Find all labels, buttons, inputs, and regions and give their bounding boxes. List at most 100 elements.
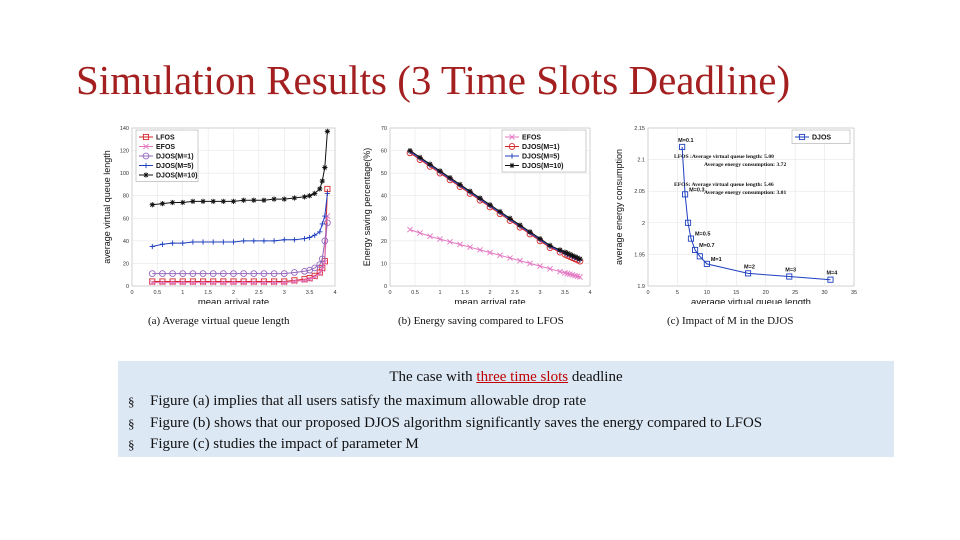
point-label: M=0.7 (699, 243, 714, 249)
x-tick-label: 30 (822, 290, 828, 296)
bullet-text: Figure (a) implies that all users satisf… (150, 393, 587, 409)
legend-label: DJOS(M=10) (522, 163, 563, 170)
data-point (220, 278, 227, 285)
data-point (261, 197, 267, 203)
x-tick-label: 4 (333, 290, 336, 296)
x-tick-label: 1.5 (461, 290, 469, 296)
x-tick-label: 10 (704, 290, 710, 296)
figure-a: 0 0.5 1 1.5 2 2.5 3 3.5 4 0 20 40 60 80 100 120 140 mean … (100, 118, 345, 304)
data-point (240, 279, 247, 286)
legend-item: DJOS(M=1) (139, 152, 194, 161)
x-tick-label: 35 (851, 290, 857, 296)
y-tick-label: 2.15 (634, 126, 645, 132)
data-point (260, 278, 268, 285)
data-point (143, 143, 149, 150)
data-point (250, 279, 257, 286)
data-point (407, 226, 413, 233)
y-tick-label: 50 (381, 171, 387, 177)
legend: LFOS EFOS DJOS(M=1) DJOS(M=5) DJOS(M=10) (135, 129, 199, 182)
data-point (487, 249, 493, 256)
series-line (152, 193, 328, 247)
data-point (311, 264, 319, 272)
data-point (574, 255, 581, 261)
data-point (169, 270, 176, 277)
legend-label: EFOS (522, 135, 541, 142)
bullet-item: § Figure (b) shows that our proposed DJOS… (128, 413, 762, 435)
data-point (241, 197, 247, 203)
point-label: M=3 (785, 268, 796, 274)
data-point (321, 259, 328, 266)
legend-label: DJOS(M=5) (156, 163, 194, 170)
data-point (457, 181, 463, 188)
data-point (527, 229, 533, 235)
legend-box (791, 129, 851, 144)
data-point (179, 270, 187, 277)
series-djos (679, 143, 834, 283)
data-point (291, 195, 297, 201)
x-tick-label: 2.5 (511, 290, 519, 296)
y-tick-label: 2.1 (637, 158, 645, 164)
data-point (557, 268, 563, 275)
x-tick-label: 3 (538, 290, 541, 296)
summary-heading: The case with three time slots deadline (118, 369, 894, 386)
data-point (169, 278, 176, 285)
data-point (322, 213, 328, 219)
chart-a: 0 0.5 1 1.5 2 2.5 3 3.5 4020406080100120140mean … (102, 126, 337, 304)
data-point (159, 241, 166, 247)
data-point (199, 278, 207, 285)
data-point (230, 279, 237, 286)
data-point (567, 251, 573, 257)
data-point (200, 239, 206, 245)
x-tick-label: 25 (792, 290, 798, 296)
data-point (572, 254, 578, 260)
data-point (467, 188, 473, 194)
data-point (547, 265, 553, 272)
y-tick-label: 120 (120, 149, 129, 155)
data-point (209, 270, 217, 277)
x-tick-label: 2 (232, 290, 235, 296)
data-point (437, 236, 443, 242)
data-point (159, 201, 166, 207)
legend-label: DJOS(M=1) (522, 144, 560, 151)
x-tick-label: 3.5 (306, 290, 314, 296)
data-point (149, 243, 155, 250)
data-point (220, 279, 227, 286)
data-point (487, 202, 493, 208)
bullet-icon: § (128, 415, 135, 431)
legend-item: DJOS (795, 133, 831, 142)
data-point (250, 270, 258, 277)
data-point (271, 196, 277, 202)
data-point (210, 279, 217, 286)
point-label: M=1 (711, 257, 722, 263)
data-point (230, 278, 237, 285)
data-point (142, 133, 150, 141)
data-point (210, 239, 216, 245)
data-point (322, 164, 328, 171)
data-point (507, 215, 513, 221)
data-point (220, 198, 226, 204)
data-point (230, 198, 237, 204)
data-point (200, 279, 206, 286)
data-point (509, 134, 515, 140)
x-tick-label: 2.5 (255, 290, 263, 296)
data-point (692, 246, 699, 254)
data-point (527, 260, 533, 267)
point-label: M=4 (826, 271, 838, 277)
heading-text: The case with (389, 369, 477, 385)
data-point (477, 195, 483, 201)
y-tick-label: 20 (123, 261, 129, 267)
x-tick-label: 2 (488, 290, 491, 296)
data-point (241, 238, 247, 244)
data-point (312, 190, 318, 197)
data-point (562, 249, 568, 255)
data-point (143, 172, 149, 178)
x-tick-label: 1.5 (204, 290, 212, 296)
y-tick-label: 40 (123, 239, 129, 245)
caption-c: (c) Impact of M in the DJOS (667, 315, 794, 327)
bullet-icon: § (128, 394, 135, 409)
data-point (687, 235, 695, 242)
y-tick-label: 80 (123, 194, 129, 200)
data-point (271, 279, 278, 286)
x-tick-label: 4 (588, 290, 591, 296)
data-point (301, 277, 308, 284)
